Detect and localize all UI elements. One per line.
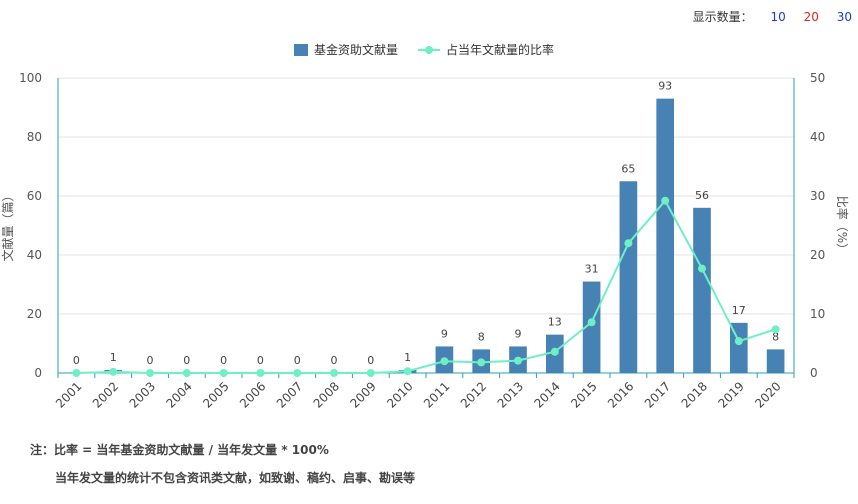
display-count-20-button[interactable]: 20 xyxy=(803,10,819,24)
y-tick-right: 40 xyxy=(810,130,825,144)
x-tick-label: 2008 xyxy=(311,379,342,410)
bar-value-label: 0 xyxy=(183,354,190,367)
ratio-point xyxy=(587,318,596,327)
bar-value-label: 0 xyxy=(73,354,80,367)
bar-value-label: 1 xyxy=(110,351,117,364)
bar-value-label: 8 xyxy=(772,330,779,343)
ratio-point xyxy=(219,369,228,377)
y-tick-left: 20 xyxy=(27,307,42,321)
bar-value-label: 13 xyxy=(548,316,562,329)
ratio-line xyxy=(76,198,776,374)
y-tick-left: 80 xyxy=(27,130,42,144)
bar-value-label: 0 xyxy=(220,354,227,367)
ratio-point xyxy=(256,369,265,377)
bar-value-label: 0 xyxy=(367,354,374,367)
display-count-control: 显示数量： 10 20 30 xyxy=(679,8,852,25)
legend-bar-swatch xyxy=(294,44,308,56)
x-tick-label: 2018 xyxy=(679,379,710,410)
note-count-exclusion: 当年发文量的统计不包含资讯类文献，如致谢、稿约、启事、勘误等 xyxy=(55,471,416,485)
ratio-point xyxy=(514,356,522,365)
bar-value-label: 9 xyxy=(441,327,448,340)
bar-value-label: 56 xyxy=(695,189,709,202)
x-tick-label: 2002 xyxy=(90,379,121,410)
ratio-point xyxy=(146,369,154,377)
x-tick-label: 2013 xyxy=(495,379,526,410)
y-tick-left: 100 xyxy=(19,71,42,85)
bar xyxy=(656,98,675,374)
x-tick-label: 2011 xyxy=(421,379,452,410)
bar-value-label: 31 xyxy=(585,263,599,276)
y-tick-left: 60 xyxy=(27,189,42,203)
legend-bar-label: 基金资助文献量 xyxy=(314,42,398,57)
y-tick-right: 30 xyxy=(810,189,825,203)
ratio-point xyxy=(72,369,81,377)
y-tick-right: 10 xyxy=(810,307,825,321)
legend-line-marker xyxy=(425,46,433,54)
ratio-point xyxy=(661,196,670,205)
display-count-30-button[interactable]: 30 xyxy=(836,10,852,24)
x-tick-label: 2007 xyxy=(274,379,305,410)
ratio-point xyxy=(624,239,633,248)
ratio-point xyxy=(550,347,559,356)
bar xyxy=(582,281,601,373)
x-tick-label: 2015 xyxy=(568,379,599,410)
bar-value-label: 0 xyxy=(257,354,264,367)
x-tick-label: 2009 xyxy=(347,379,378,410)
bar-value-label: 0 xyxy=(294,354,301,367)
bar-value-label: 65 xyxy=(621,162,635,175)
bar xyxy=(619,181,638,373)
bar-value-label: 17 xyxy=(732,304,746,317)
ratio-point xyxy=(293,369,302,377)
ratio-point xyxy=(182,369,191,377)
x-tick-label: 2019 xyxy=(715,379,746,410)
bar-value-label: 9 xyxy=(515,327,522,340)
y-tick-right: 0 xyxy=(810,366,818,380)
bar-value-label: 1 xyxy=(404,351,411,364)
ratio-point xyxy=(440,357,449,366)
bar-value-label: 8 xyxy=(478,330,485,343)
display-count-label: 显示数量： xyxy=(692,10,753,24)
y-tick-right: 50 xyxy=(810,71,825,85)
bar xyxy=(729,322,748,373)
x-tick-label: 2012 xyxy=(458,379,489,410)
ratio-point xyxy=(734,337,743,346)
note-ratio-formula: 注：比率 = 当年基金资助文献量 / 当年发文量 * 100% xyxy=(30,443,329,457)
ratio-point xyxy=(403,367,412,376)
ratio-point xyxy=(698,264,706,273)
x-tick-label: 2016 xyxy=(605,379,636,410)
y-axis-title-left: 文献量（篇） xyxy=(0,189,15,261)
y-axis-title-right: 比率（%） xyxy=(835,196,850,255)
legend-line-label: 占当年文献量的比率 xyxy=(446,42,554,57)
ratio-point xyxy=(109,367,118,376)
x-tick-label: 2005 xyxy=(200,379,231,410)
x-tick-label: 2001 xyxy=(53,379,84,410)
ratio-point xyxy=(330,369,338,377)
x-tick-label: 2006 xyxy=(237,379,268,410)
x-tick-label: 2014 xyxy=(531,379,562,410)
display-count-10-button[interactable]: 10 xyxy=(770,10,786,24)
bar xyxy=(766,349,785,373)
ratio-point xyxy=(771,325,780,334)
x-tick-label: 2020 xyxy=(752,379,783,410)
x-tick-label: 2017 xyxy=(642,379,673,410)
x-tick-label: 2003 xyxy=(127,379,158,410)
ratio-point xyxy=(477,358,486,367)
ratio-point xyxy=(366,369,375,377)
bar-value-label: 0 xyxy=(331,354,338,367)
x-tick-label: 2010 xyxy=(384,379,415,410)
bar xyxy=(693,207,711,373)
y-tick-left: 40 xyxy=(27,248,42,262)
bar-value-label: 93 xyxy=(658,80,672,93)
y-tick-right: 20 xyxy=(810,248,825,262)
y-tick-left: 0 xyxy=(34,366,42,380)
bar-value-label: 0 xyxy=(147,354,154,367)
x-tick-label: 2004 xyxy=(163,379,194,410)
